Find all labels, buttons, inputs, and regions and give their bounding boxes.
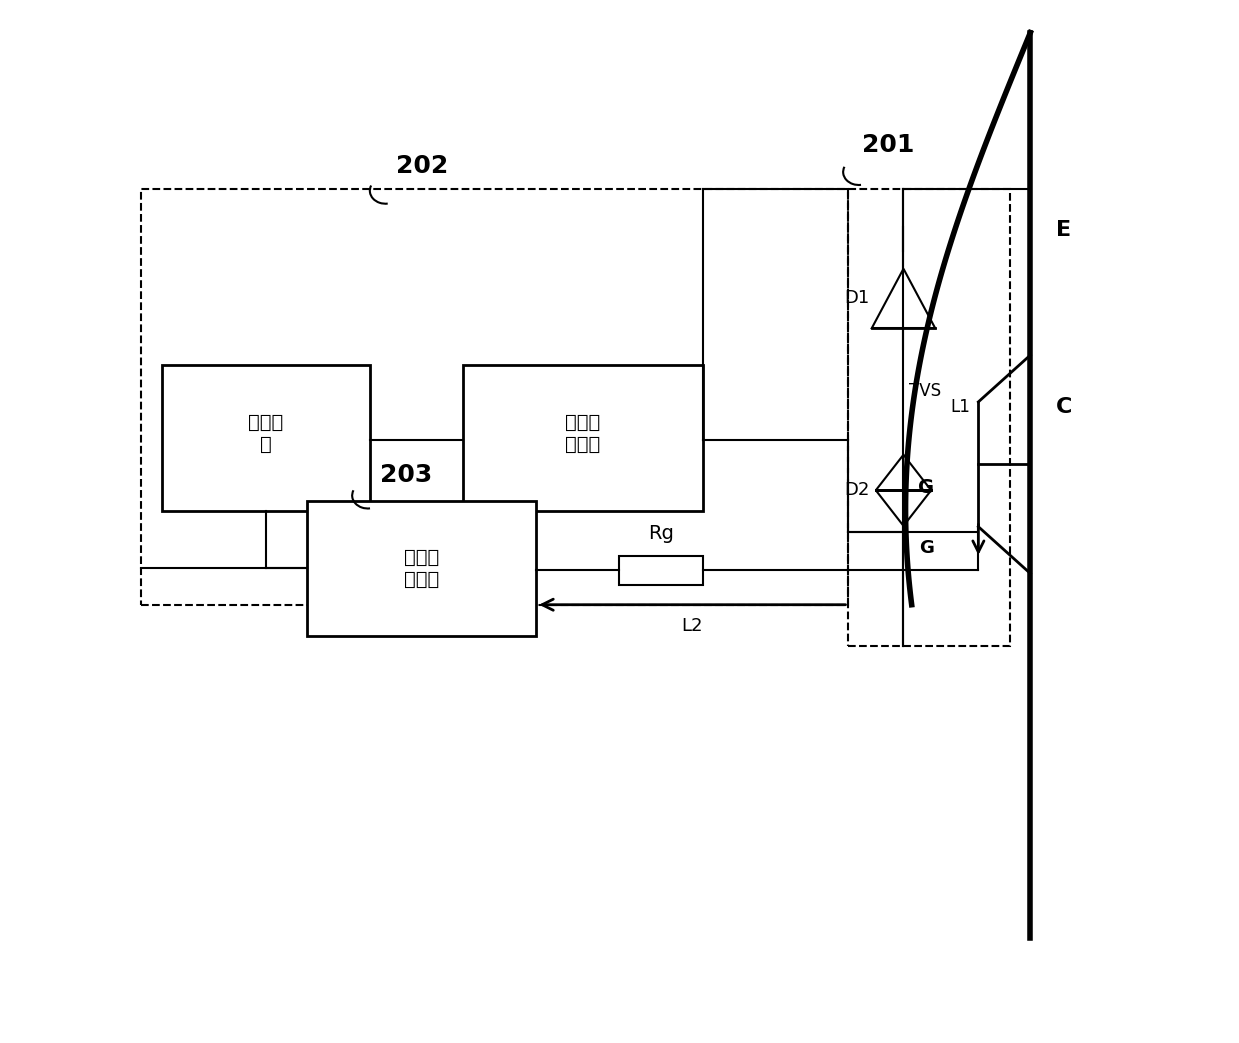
Text: 203: 203 — [380, 463, 432, 487]
Text: E: E — [1056, 220, 1072, 240]
Text: G: G — [919, 538, 934, 557]
Bar — [307, 501, 536, 636]
Text: 201: 201 — [861, 132, 914, 156]
Bar — [463, 365, 703, 511]
Text: 202: 202 — [395, 153, 449, 177]
Text: C: C — [1056, 397, 1072, 417]
Bar — [141, 189, 849, 605]
Text: 比较单
元: 比较单 元 — [248, 413, 284, 454]
Text: L2: L2 — [681, 616, 703, 634]
Text: 关断控
制开关: 关断控 制开关 — [404, 548, 440, 589]
Text: L1: L1 — [950, 398, 970, 416]
Bar — [849, 189, 1010, 647]
Text: G: G — [918, 478, 934, 496]
Text: D1: D1 — [844, 289, 869, 307]
Bar — [162, 365, 370, 511]
Text: 电流检
测单元: 电流检 测单元 — [565, 413, 601, 454]
Text: Rg: Rg — [648, 525, 674, 543]
Text: TVS: TVS — [908, 383, 940, 401]
Text: D2: D2 — [844, 481, 869, 500]
Bar — [620, 556, 703, 585]
